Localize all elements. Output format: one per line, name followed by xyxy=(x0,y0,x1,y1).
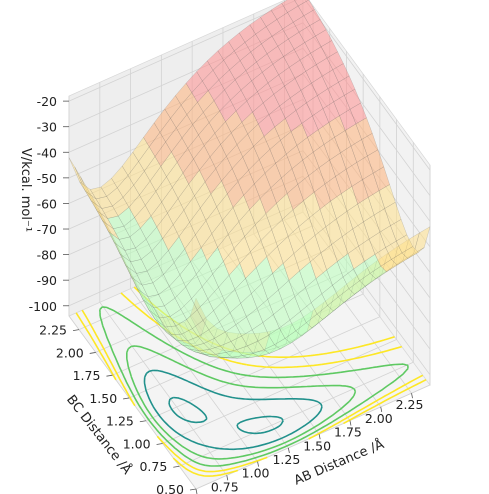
x-tick-label: 2.00 xyxy=(365,411,393,426)
y-tick-label: 1.50 xyxy=(89,391,117,406)
surface-patch xyxy=(281,0,299,13)
gridline-y-floor-3 xyxy=(145,316,381,422)
y-tick-label: 1.75 xyxy=(73,368,101,383)
x-tick-label: 1.25 xyxy=(272,452,300,467)
x-tick-mark xyxy=(380,406,383,412)
x-tick-mark xyxy=(411,393,413,399)
y-tick-mark xyxy=(72,329,80,332)
gridline-y-floor-2 xyxy=(162,339,397,444)
y-tick-mark xyxy=(139,420,146,423)
contour-level-7 xyxy=(143,369,323,451)
contour-level-8 xyxy=(126,345,357,460)
axis-ticks: 0.500.751.001.251.501.752.002.250.500.75… xyxy=(29,94,424,494)
x-tick-mark xyxy=(226,475,229,481)
x-tick-label: 1.50 xyxy=(303,438,331,453)
y-tick-mark xyxy=(123,397,130,400)
z-tick-label: -20 xyxy=(37,94,57,109)
x-tick-mark xyxy=(318,434,321,440)
z-tick-label: -70 xyxy=(37,222,57,237)
gridline-x-floor-2 xyxy=(130,288,258,462)
y-tick-mark xyxy=(106,374,113,377)
x-tick-mark xyxy=(257,461,259,467)
z-axis-label: V/kcal. mol⁻¹ xyxy=(18,148,33,232)
x-tick-mark xyxy=(287,447,290,454)
y-tick-mark xyxy=(156,443,163,445)
x-tick-label: 0.75 xyxy=(211,479,239,494)
x-tick-mark xyxy=(195,488,198,494)
surface-patch xyxy=(297,0,315,16)
y-tick-label: 2.25 xyxy=(39,323,67,338)
gridline-z-8 xyxy=(68,0,431,171)
z-tick-label: -90 xyxy=(37,273,57,288)
y-tick-label: 1.00 xyxy=(123,436,151,451)
y-tick-mark xyxy=(189,488,197,491)
z-tick-label: -30 xyxy=(37,120,57,135)
energy-surface xyxy=(68,0,431,359)
x-tick-mark xyxy=(349,420,352,426)
z-tick-label: -100 xyxy=(29,299,57,314)
y-tick-mark xyxy=(173,465,180,468)
y-tick-label: 0.50 xyxy=(156,482,184,494)
y-tick-label: 2.00 xyxy=(56,345,84,360)
z-tick-label: -40 xyxy=(37,145,57,160)
z-tick-label: -80 xyxy=(37,248,57,263)
x-tick-label: 2.25 xyxy=(396,397,424,412)
contour-level-6 xyxy=(168,396,284,435)
surface-patch xyxy=(294,0,310,7)
y-tick-label: 0.75 xyxy=(139,459,167,474)
z-tick-label: -50 xyxy=(37,171,57,186)
z-tick-label: -60 xyxy=(37,196,57,211)
x-tick-label: 1.00 xyxy=(242,466,270,481)
y-tick-label: 1.25 xyxy=(106,414,134,429)
x-tick-label: 1.75 xyxy=(334,425,362,440)
contour-level-9 xyxy=(99,306,409,467)
y-tick-mark xyxy=(89,352,96,354)
